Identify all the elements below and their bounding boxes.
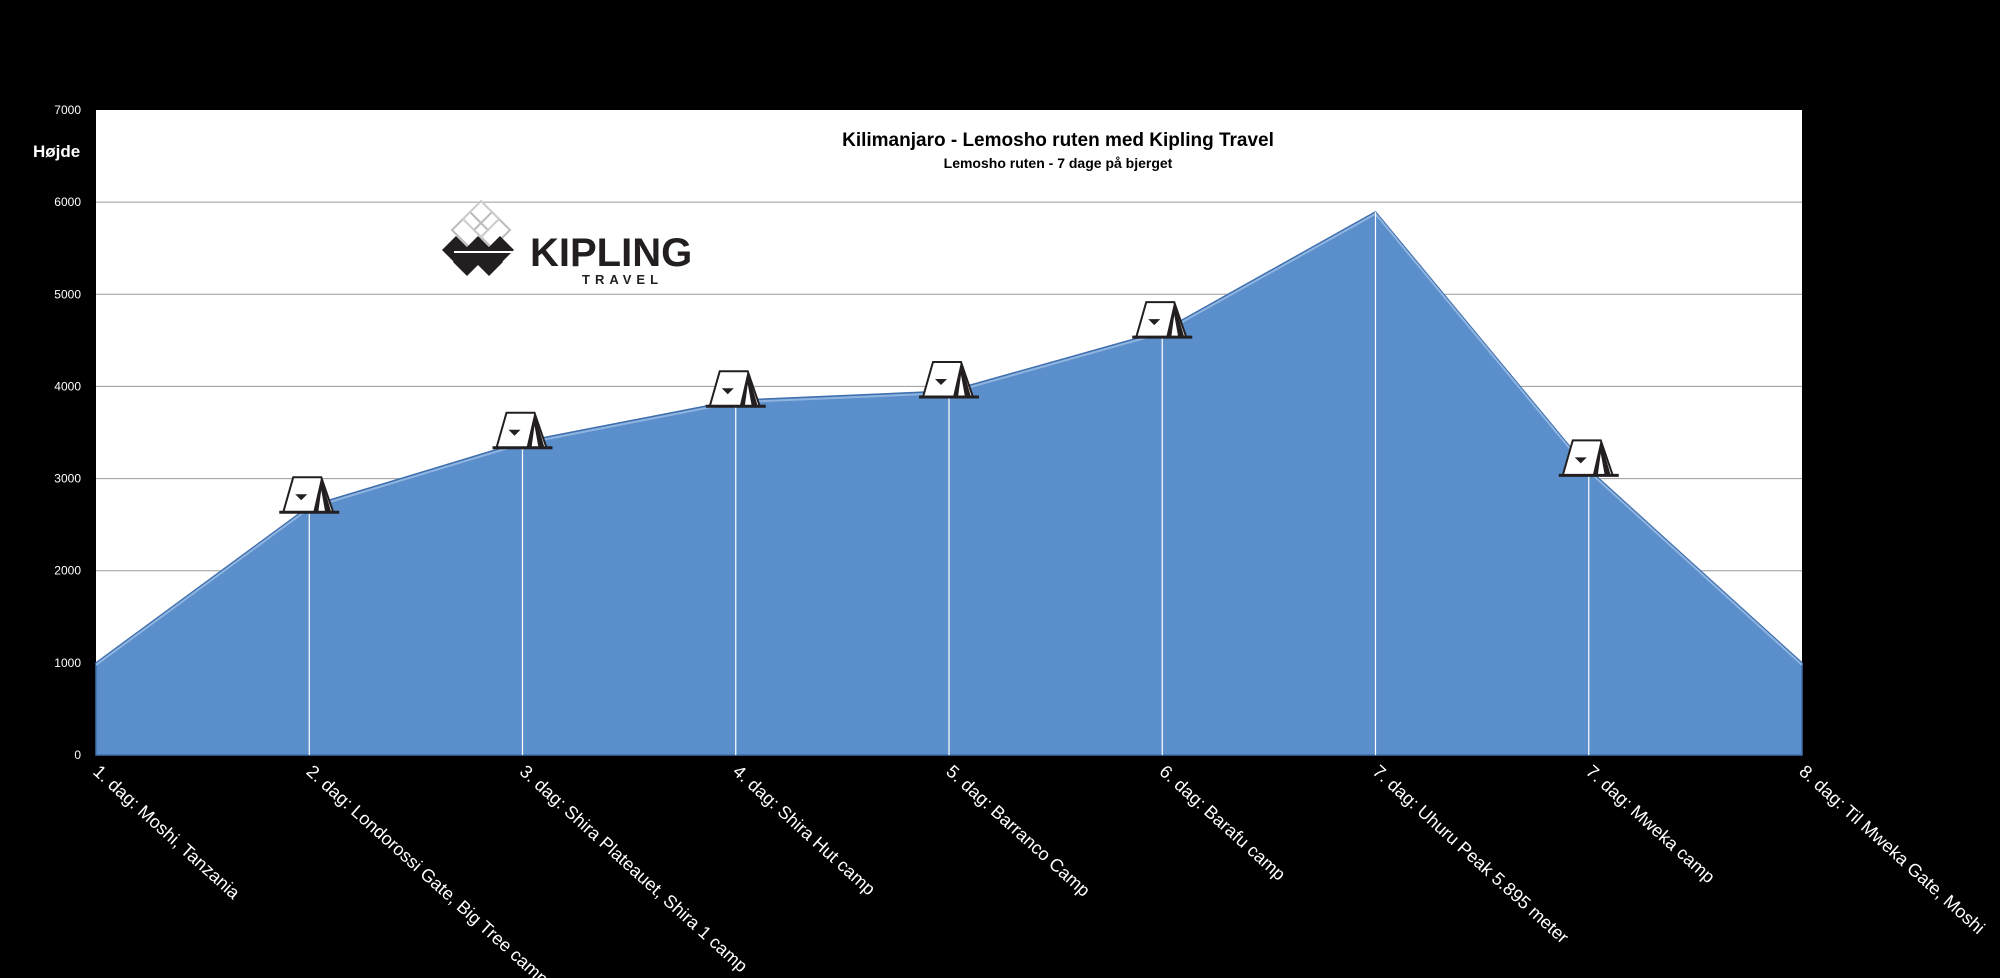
- y-tick-label: 6000: [54, 195, 81, 209]
- y-tick-label: 2000: [54, 564, 81, 578]
- y-tick-label: 5000: [54, 287, 81, 301]
- logo-wordmark: KIPLING: [530, 231, 692, 275]
- y-tick-label: 3000: [54, 472, 81, 486]
- y-tick-label: 4000: [54, 379, 81, 393]
- tent-icon: [492, 411, 553, 450]
- logo-tagline: TRAVEL: [582, 272, 663, 287]
- kipling-logo: KIPLING TRAVEL: [442, 199, 692, 287]
- camp-markers: [279, 301, 1619, 514]
- tent-icon: [705, 370, 766, 408]
- y-axis-tick-labels: 0 1000 2000 3000 4000 5000 6000 7000: [54, 103, 81, 762]
- tent-icon: [1558, 439, 1619, 477]
- tent-icon: [1132, 301, 1193, 339]
- tent-icon: [279, 476, 340, 514]
- y-tick-label: 7000: [54, 103, 81, 117]
- y-tick-label: 1000: [54, 656, 81, 670]
- chart-title: Kilimanjaro - Lemosho ruten med Kipling …: [842, 130, 1274, 151]
- y-axis-label: Højde: [33, 142, 80, 161]
- kipling-knot-icon: [442, 199, 520, 276]
- y-tick-label: 0: [74, 748, 81, 762]
- chart-subtitle: Lemosho ruten - 7 dage på bjerget: [944, 155, 1173, 171]
- day-divider-lines: [308, 211, 1590, 755]
- tent-icon: [919, 361, 979, 399]
